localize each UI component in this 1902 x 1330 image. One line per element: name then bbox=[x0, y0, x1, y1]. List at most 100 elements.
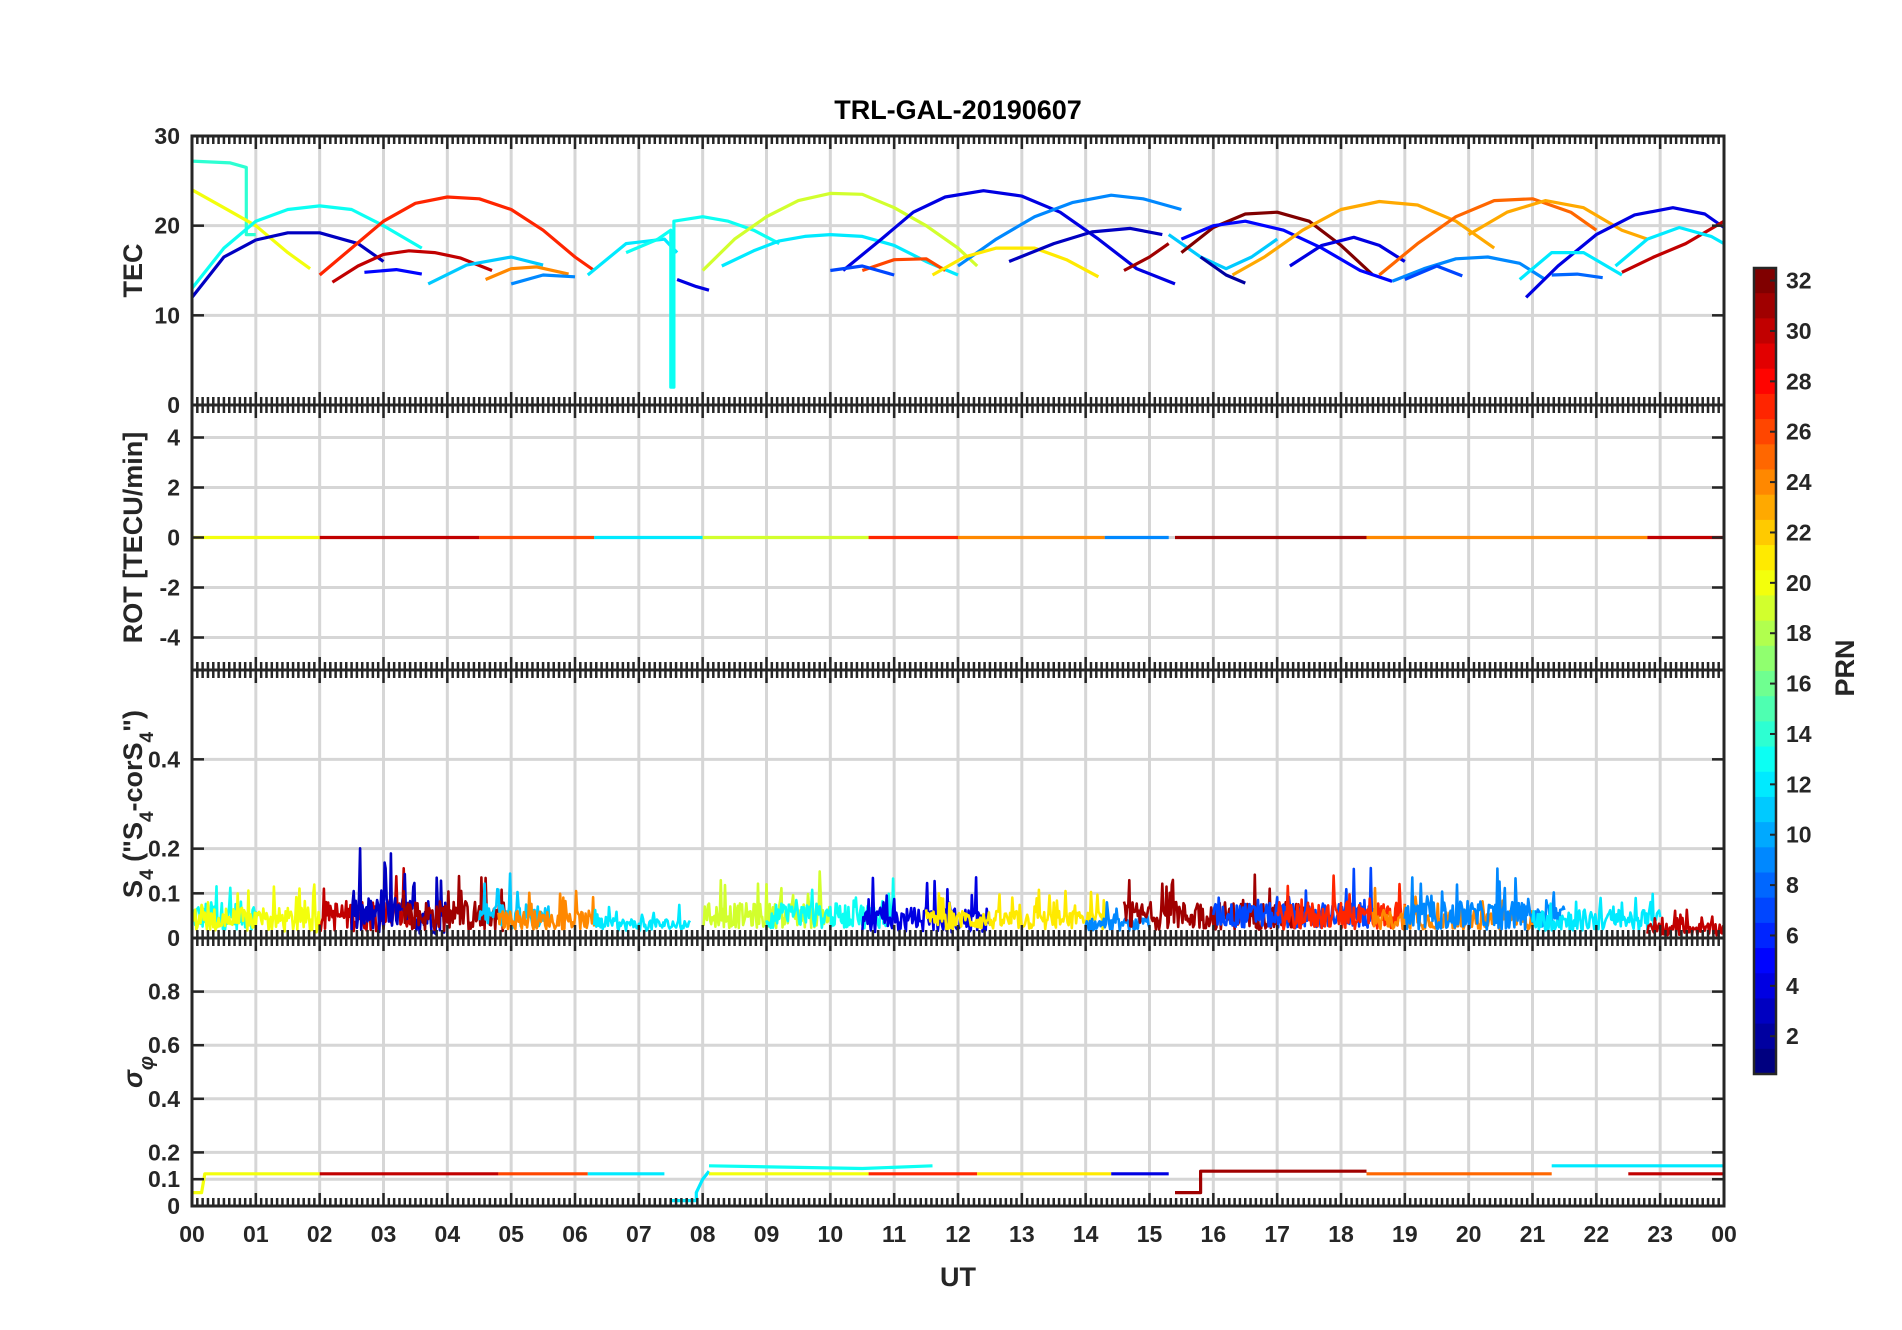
colorbar-swatch bbox=[1754, 696, 1776, 722]
x-tick-label: 12 bbox=[945, 1221, 971, 1247]
noise-band-prn-12 bbox=[592, 903, 692, 932]
series-prn-9 bbox=[1391, 255, 1547, 283]
y-tick-label: 20 bbox=[154, 213, 180, 239]
series-prn-23 bbox=[1467, 199, 1648, 241]
series-prn-31 bbox=[1123, 242, 1170, 272]
colorbar-tick-label: 6 bbox=[1786, 922, 1799, 948]
x-tick-label: 21 bbox=[1520, 1221, 1546, 1247]
y-tick-label: 0 bbox=[167, 392, 180, 418]
x-tick-label: 01 bbox=[243, 1221, 269, 1247]
colorbar-swatch bbox=[1754, 922, 1776, 949]
colorbar-swatch bbox=[1754, 368, 1776, 395]
panel-s4-data bbox=[190, 846, 1725, 937]
colorbar-tick-label: 20 bbox=[1786, 570, 1812, 596]
x-tick-label: 23 bbox=[1647, 1221, 1673, 1247]
y-tick-label: 0.1 bbox=[148, 880, 180, 906]
panel-tec-minor-ticks bbox=[190, 136, 1726, 405]
x-tick-label: 16 bbox=[1201, 1221, 1227, 1247]
panel-tec-ylabel: TEC bbox=[118, 244, 148, 298]
panel-rot: -4 -2 0 2 4 ROT [TECU/min] bbox=[118, 403, 1726, 672]
x-tick-label: 22 bbox=[1584, 1221, 1610, 1247]
series-prn-9 bbox=[510, 273, 576, 286]
series-prn-5 bbox=[1180, 219, 1393, 283]
panel-sigma_phi-data bbox=[192, 1164, 1724, 1203]
colorbar-swatch bbox=[1754, 847, 1776, 874]
x-tick-label: 13 bbox=[1009, 1221, 1035, 1247]
colorbar-swatch bbox=[1754, 494, 1776, 521]
series-prn-13 bbox=[190, 204, 423, 290]
colorbar-swatch bbox=[1754, 897, 1776, 924]
x-tick-label: 00 bbox=[179, 1221, 205, 1247]
colorbar-swatch bbox=[1754, 872, 1776, 899]
colorbar-swatch bbox=[1754, 822, 1776, 848]
x-tick-labels: 00 01 02 03 04 05 06 07 08 09 10 11 12 13 14 15 16 17 18 19… bbox=[179, 1221, 1737, 1247]
series-prn-7 bbox=[1404, 264, 1463, 281]
y-tick-label: 0.2 bbox=[148, 836, 180, 862]
colorbar-swatch bbox=[1754, 469, 1776, 496]
series-prn-31 bbox=[1175, 1169, 1367, 1195]
y-tick-label: -2 bbox=[160, 575, 180, 601]
noise-band-prn-27 bbox=[1275, 874, 1407, 931]
x-tick-label: 11 bbox=[882, 1221, 907, 1247]
x-tick-label: 00 bbox=[1711, 1221, 1737, 1247]
series-prn-7 bbox=[830, 264, 895, 277]
series-prn-20 bbox=[191, 188, 312, 270]
x-tick-label: 18 bbox=[1328, 1221, 1354, 1247]
x-tick-label: 07 bbox=[626, 1221, 652, 1247]
colorbar-swatch bbox=[1754, 721, 1776, 748]
y-tick-label: 0.6 bbox=[148, 1032, 180, 1058]
series-prn-4 bbox=[1524, 206, 1725, 299]
series-prn-27 bbox=[318, 195, 596, 277]
panel-sigma_phi-ylabel: σφ bbox=[118, 1056, 158, 1088]
series-prn-4 bbox=[842, 189, 1176, 286]
y-tick-label: 0.4 bbox=[148, 746, 180, 772]
colorbar-tick-label: 10 bbox=[1786, 822, 1812, 848]
y-tick-label: 10 bbox=[154, 302, 180, 328]
colorbar-swatch bbox=[1754, 671, 1776, 697]
colorbar-swatch bbox=[1754, 1023, 1776, 1050]
colorbar-swatch bbox=[1754, 268, 1776, 294]
series-prn-25 bbox=[1378, 197, 1598, 277]
colorbar-swatch bbox=[1754, 570, 1776, 597]
series-prn-24 bbox=[484, 265, 569, 281]
y-tick-label: 0.8 bbox=[148, 979, 180, 1005]
y-tick-label: 2 bbox=[167, 475, 180, 501]
series-prn-21 bbox=[931, 246, 1100, 279]
colorbar-swatch bbox=[1754, 393, 1776, 420]
panel-sigma_phi-minor-ticks bbox=[190, 938, 1726, 1206]
series-prn-32 bbox=[1180, 210, 1374, 277]
x-tick-label: 05 bbox=[498, 1221, 524, 1247]
colorbar-swatch bbox=[1754, 746, 1776, 773]
colorbar-swatch bbox=[1754, 796, 1776, 823]
x-tick-label: 10 bbox=[818, 1221, 844, 1247]
colorbar-tick-label: 2 bbox=[1786, 1023, 1799, 1049]
colorbar-swatch bbox=[1754, 620, 1776, 647]
panel-rot-ylabel: ROT [TECU/min] bbox=[118, 432, 148, 643]
series-prn-13 bbox=[708, 1164, 933, 1171]
series-prn-19 bbox=[701, 191, 979, 272]
panel-tec-data bbox=[190, 159, 1725, 389]
colorbar-tick-label: 12 bbox=[1786, 771, 1812, 797]
series-prn-4 bbox=[1289, 235, 1406, 268]
x-tick-label: 15 bbox=[1137, 1221, 1163, 1247]
colorbar-swatch bbox=[1754, 645, 1776, 672]
colorbar-swatch bbox=[1754, 973, 1776, 1000]
y-tick-label: 0.4 bbox=[148, 1086, 180, 1112]
colorbar-frame bbox=[1752, 266, 1778, 1076]
series-prn-26 bbox=[861, 257, 947, 273]
series-prn-23 bbox=[1231, 199, 1496, 277]
series-prn-9 bbox=[957, 193, 1182, 268]
colorbar-tick-label: 16 bbox=[1786, 671, 1812, 697]
series-prn-4 bbox=[676, 277, 710, 292]
series-prn-12 bbox=[1614, 225, 1725, 268]
x-tick-label: 03 bbox=[371, 1221, 397, 1247]
panel-rot-minor-ticks bbox=[190, 405, 1726, 670]
colorbar-tick-label: 14 bbox=[1786, 721, 1812, 747]
colorbar-tick-label: 32 bbox=[1786, 268, 1812, 294]
colorbar-swatch bbox=[1754, 998, 1776, 1025]
series-prn-13 bbox=[625, 215, 781, 389]
y-tick-label: 0 bbox=[167, 1193, 180, 1219]
